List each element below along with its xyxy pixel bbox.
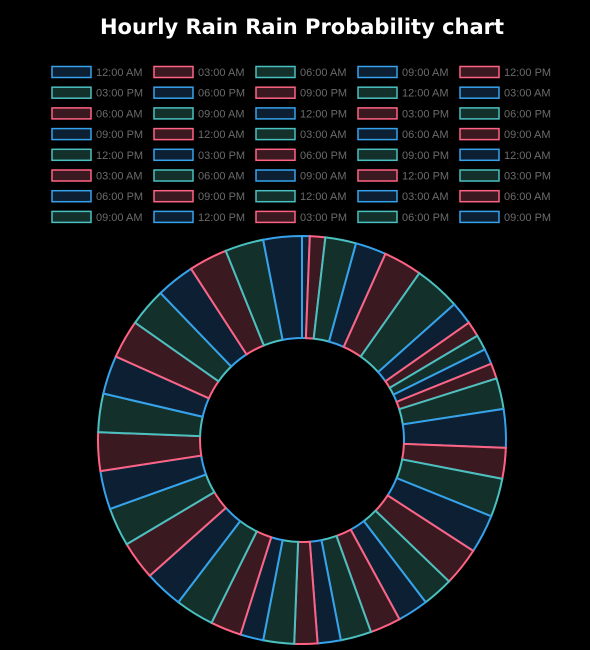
legend-swatch[interactable] (255, 86, 296, 99)
legend-label[interactable]: 09:00 PM (402, 150, 449, 162)
legend-label[interactable]: 06:00 AM (300, 67, 346, 79)
legend-swatch[interactable] (51, 169, 92, 182)
legend-label[interactable]: 09:00 AM (96, 212, 142, 224)
legend-swatch[interactable] (51, 189, 92, 203)
legend-swatch[interactable] (459, 169, 500, 182)
legend-label[interactable]: 12:00 PM (300, 108, 347, 120)
legend-label[interactable]: 09:00 PM (300, 88, 347, 100)
legend-label[interactable]: 06:00 PM (198, 88, 245, 100)
legend-label[interactable]: 12:00 PM (96, 150, 143, 162)
legend-label[interactable]: 03:00 PM (300, 212, 347, 224)
legend-swatch[interactable] (459, 86, 500, 99)
legend-swatch[interactable] (459, 148, 500, 162)
legend-label[interactable]: 03:00 AM (198, 67, 244, 79)
legend-label[interactable]: 09:00 AM (198, 108, 244, 120)
legend-label[interactable]: 06:00 PM (504, 108, 551, 120)
legend-label[interactable]: 09:00 AM (300, 171, 346, 183)
legend-swatch[interactable] (255, 107, 296, 120)
legend-swatch[interactable] (153, 210, 194, 224)
legend-swatch[interactable] (459, 107, 500, 120)
legend-label[interactable]: 12:00 PM (198, 212, 245, 224)
legend-swatch[interactable] (255, 189, 296, 203)
legend-swatch[interactable] (357, 210, 398, 224)
legend-label[interactable]: 03:00 PM (96, 88, 143, 100)
legend-swatch[interactable] (255, 210, 296, 224)
legend-label[interactable]: 09:00 AM (402, 67, 448, 79)
legend-label[interactable]: 06:00 AM (402, 129, 448, 141)
legend-label[interactable]: 12:00 AM (300, 191, 346, 203)
legend-swatch[interactable] (459, 127, 500, 141)
legend-swatch[interactable] (255, 148, 296, 162)
legend-swatch[interactable] (51, 127, 92, 141)
legend-label[interactable]: 06:00 PM (300, 150, 347, 162)
legend-label[interactable]: 12:00 AM (198, 129, 244, 141)
legend-swatch[interactable] (357, 189, 398, 203)
chart-title: Hourly Rain Rain Probability chart (100, 15, 504, 39)
legend-label[interactable]: 06:00 AM (96, 108, 142, 120)
legend-label[interactable]: 03:00 AM (504, 88, 550, 100)
legend-label[interactable]: 09:00 AM (504, 129, 550, 141)
legend-label[interactable]: 12:00 AM (504, 150, 550, 162)
legend-swatch[interactable] (459, 65, 500, 79)
legend-label[interactable]: 12:00 AM (96, 67, 142, 79)
legend-swatch[interactable] (51, 86, 92, 99)
legend-label[interactable]: 09:00 PM (198, 191, 245, 203)
legend-label[interactable]: 03:00 AM (402, 191, 448, 203)
chart-slices (97, 234, 507, 645)
legend-swatch[interactable] (153, 107, 194, 120)
legend-swatch[interactable] (459, 189, 500, 203)
legend-swatch[interactable] (459, 210, 500, 224)
legend-swatch[interactable] (255, 127, 296, 141)
doughnut-slice[interactable] (261, 234, 303, 342)
legend-swatch[interactable] (357, 65, 398, 79)
chart-legend: 12:00 AM 03:00 AM 06:00 AM 09:00 AM 12:00 PM… (51, 65, 551, 224)
legend-swatch[interactable] (357, 107, 398, 120)
legend-swatch[interactable] (153, 65, 194, 79)
legend-swatch[interactable] (357, 148, 398, 162)
legend-label[interactable]: 06:00 PM (96, 191, 143, 203)
legend-swatch[interactable] (255, 65, 296, 79)
legend-swatch[interactable] (357, 86, 398, 99)
legend-label[interactable]: 03:00 PM (402, 108, 449, 120)
legend-label[interactable]: 06:00 PM (402, 212, 449, 224)
legend-swatch[interactable] (51, 148, 92, 162)
legend-label[interactable]: 03:00 PM (198, 150, 245, 162)
legend-label[interactable]: 03:00 AM (300, 129, 346, 141)
legend-swatch[interactable] (51, 107, 92, 120)
legend-swatch[interactable] (357, 169, 398, 182)
legend-swatch[interactable] (153, 169, 194, 182)
legend-swatch[interactable] (153, 86, 194, 99)
legend-swatch[interactable] (153, 148, 194, 162)
legend-swatch[interactable] (51, 65, 92, 79)
legend-swatch[interactable] (255, 169, 296, 182)
legend-label[interactable]: 03:00 AM (96, 171, 142, 183)
legend-swatch[interactable] (357, 127, 398, 141)
legend-label[interactable]: 12:00 AM (402, 88, 448, 100)
legend-label[interactable]: 06:00 AM (504, 191, 550, 203)
legend-label[interactable]: 12:00 PM (402, 171, 449, 183)
legend-label[interactable]: 09:00 PM (504, 212, 551, 224)
legend-swatch[interactable] (153, 127, 194, 141)
legend-swatch[interactable] (51, 210, 92, 224)
legend-swatch[interactable] (153, 189, 194, 203)
legend-label[interactable]: 12:00 PM (504, 67, 551, 79)
legend-label[interactable]: 03:00 PM (504, 171, 551, 183)
legend-label[interactable]: 09:00 PM (96, 129, 143, 141)
legend-label[interactable]: 06:00 AM (198, 171, 244, 183)
